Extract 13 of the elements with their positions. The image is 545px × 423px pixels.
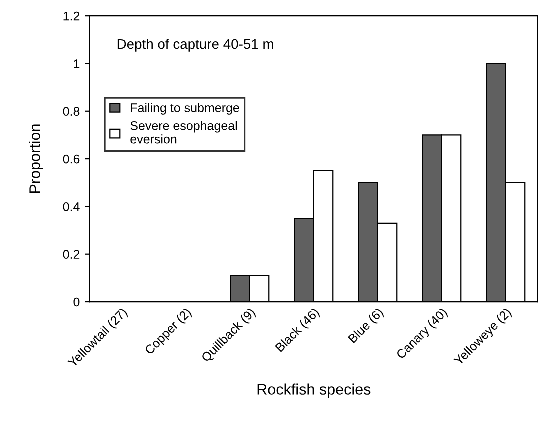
y-tick-label: 0.2 bbox=[63, 250, 80, 260]
y-tick-label: 1 bbox=[74, 60, 80, 68]
y-tick-label: 0.4 bbox=[63, 202, 80, 212]
legend-label: Severe esophageal eversion bbox=[130, 121, 238, 144]
x-axis-title: Rockfish species bbox=[258, 384, 371, 398]
annotation: Depth of capture 40-51 m bbox=[118, 38, 274, 52]
y-tick-label: 0.8 bbox=[63, 107, 80, 116]
y-tick-label: 0 bbox=[74, 298, 80, 307]
x-tick-label: Blue (6) bbox=[348, 307, 386, 346]
y-tick-label: 0.6 bbox=[63, 154, 80, 164]
legend-label: Failing to submerge bbox=[131, 103, 240, 115]
y-axis-title: Proportion bbox=[29, 124, 44, 194]
y-tick-label: 1.2 bbox=[64, 12, 80, 21]
